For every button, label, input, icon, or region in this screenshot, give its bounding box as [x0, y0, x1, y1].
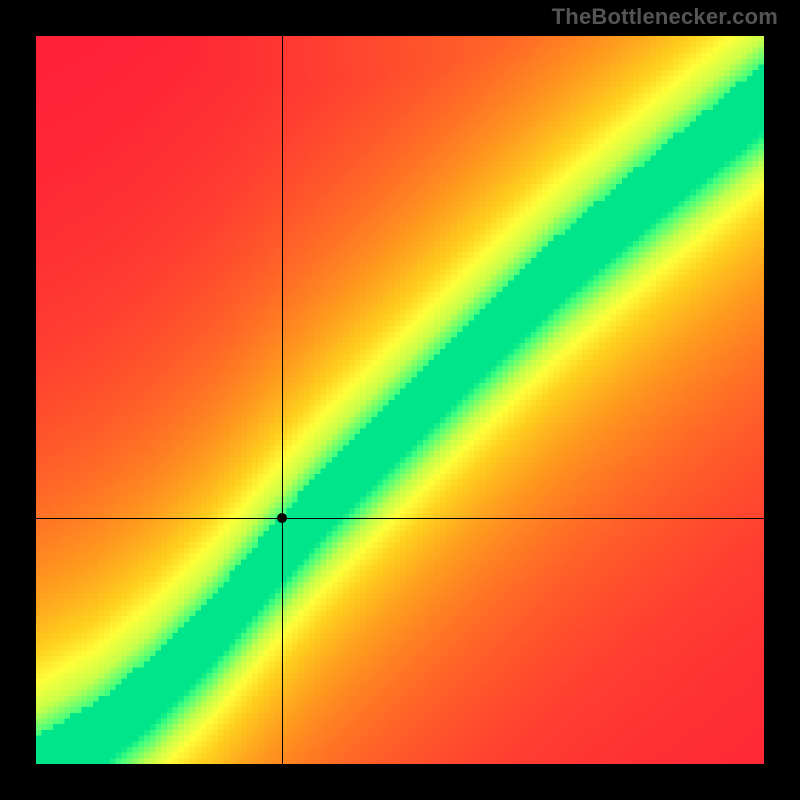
watermark-text: TheBottlenecker.com [552, 4, 778, 30]
plot-area [36, 36, 764, 764]
crosshair-horizontal [36, 518, 764, 519]
bottleneck-heatmap [36, 36, 764, 764]
crosshair-marker [277, 513, 287, 523]
crosshair-vertical [282, 36, 283, 764]
